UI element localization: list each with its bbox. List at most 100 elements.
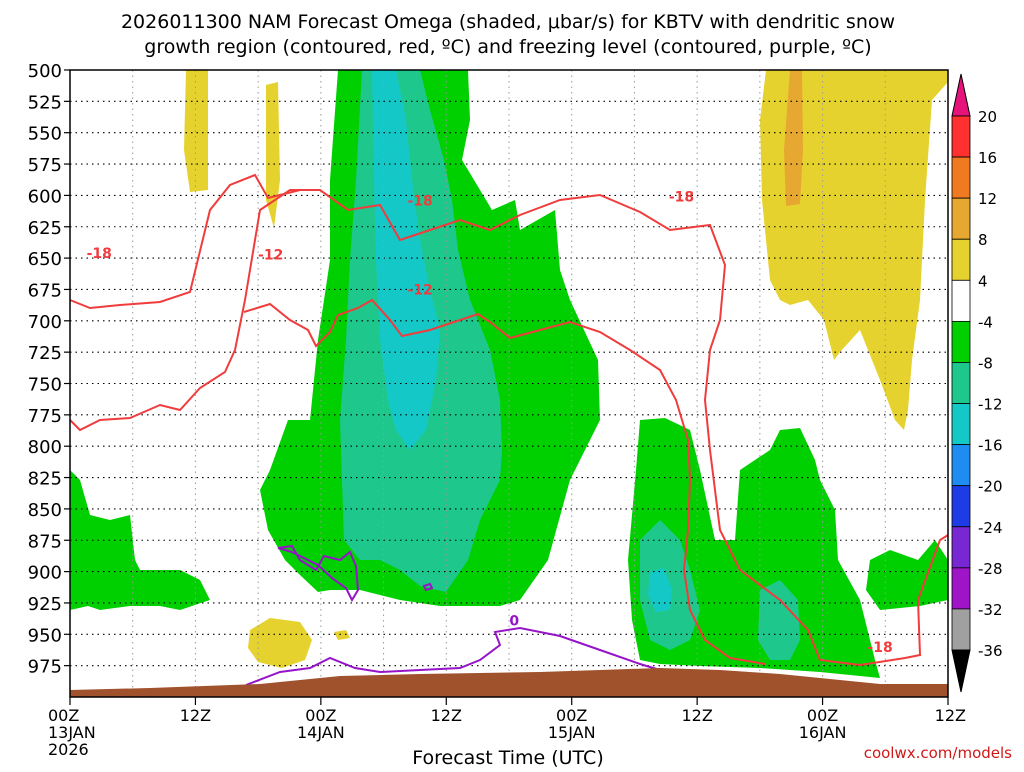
y-tick-label-4: 600 bbox=[28, 186, 62, 207]
contour-label-1: -18 bbox=[408, 193, 433, 209]
contour-label-6: 0 bbox=[509, 614, 519, 630]
upward-motion-cyan-1 bbox=[372, 70, 440, 450]
colorbar-label-8: -16 bbox=[978, 437, 1003, 455]
y-tick-label-0: 500 bbox=[28, 61, 62, 82]
y-tick-label-15: 875 bbox=[28, 531, 62, 552]
y-tick-label-8: 700 bbox=[28, 312, 62, 333]
colorbar-swatch-11 bbox=[951, 567, 971, 610]
contour-minus-12 bbox=[243, 298, 766, 665]
colorbar: 20 16 12 8 4 -4 -8 -12 -16 -20 -24 -28 -32 -36 bbox=[951, 73, 1003, 693]
y-tick-label-10: 750 bbox=[28, 375, 62, 396]
x-tick-year-0: 2026 bbox=[48, 740, 89, 759]
sinking-motion-yellow-2 bbox=[266, 82, 280, 228]
y-tick-label-5: 625 bbox=[28, 218, 62, 239]
colorbar-swatch-9 bbox=[951, 485, 971, 528]
x-tick-day-6: 16JAN bbox=[799, 723, 847, 742]
grid bbox=[70, 70, 948, 697]
y-tick-label-17: 925 bbox=[28, 594, 62, 615]
sinking-motion-yellow-1 bbox=[184, 70, 208, 192]
colorbar-swatch-5 bbox=[951, 320, 971, 363]
upward-motion-green-2 bbox=[70, 470, 210, 610]
y-tick-label-12: 800 bbox=[28, 437, 62, 458]
y-tick-label-3: 575 bbox=[28, 155, 62, 176]
y-tick-label-1: 525 bbox=[28, 92, 62, 113]
contour-label-0: -18 bbox=[87, 246, 112, 262]
colorbar-label-10: -24 bbox=[978, 519, 1003, 537]
contour-label-5: -12 bbox=[408, 282, 433, 298]
x-tick-label-6: 00Z bbox=[807, 706, 838, 725]
colorbar-label-5: -4 bbox=[978, 313, 993, 331]
y-tick-label-13: 825 bbox=[28, 469, 62, 490]
y-tick-label-18: 950 bbox=[28, 625, 62, 646]
colorbar-label-11: -28 bbox=[978, 560, 1003, 578]
upward-motion-teal-3 bbox=[758, 580, 800, 660]
freezing-level-loop bbox=[277, 544, 360, 603]
x-tick-label-1: 12Z bbox=[180, 706, 211, 725]
x-tick-day-0: 13JAN bbox=[48, 723, 96, 742]
colorbar-label-7: -12 bbox=[978, 396, 1003, 414]
colorbar-label-9: -20 bbox=[978, 478, 1003, 496]
colorbar-label-12: -32 bbox=[978, 601, 1003, 619]
y-tick-label-6: 650 bbox=[28, 249, 62, 270]
colorbar-swatch-7 bbox=[951, 403, 971, 446]
y-tick-label-7: 675 bbox=[28, 280, 62, 301]
x-tick-day-4: 15JAN bbox=[548, 723, 596, 742]
y-tick-label-9: 725 bbox=[28, 343, 62, 364]
x-tick-label-7: 12Z bbox=[935, 706, 966, 725]
colorbar-label-2: 12 bbox=[978, 190, 997, 208]
colorbar-label-1: 16 bbox=[978, 149, 997, 167]
freezing-level-contour bbox=[245, 626, 661, 686]
colorbar-label-13: -36 bbox=[978, 642, 1003, 660]
y-tick-label-14: 850 bbox=[28, 500, 62, 521]
colorbar-bottom-arrow bbox=[951, 649, 971, 693]
chart-title-line2: growth region (contoured, red, ºC) and f… bbox=[144, 36, 871, 58]
chart-title-line1: 2026011300 NAM Forecast Omega (shaded, μ… bbox=[121, 11, 895, 33]
colorbar-label-0: 20 bbox=[978, 108, 997, 126]
contour-label-3: -18 bbox=[867, 640, 892, 656]
colorbar-swatch-8 bbox=[951, 444, 971, 487]
colorbar-swatch-3 bbox=[951, 238, 971, 281]
freezing-contours bbox=[245, 544, 661, 686]
x-tick-label-5: 12Z bbox=[681, 706, 712, 725]
colorbar-swatch-10 bbox=[951, 526, 971, 569]
plot-area: -18 -18 -18 -18 -12 -12 0 bbox=[69, 69, 949, 698]
colorbar-swatch-6 bbox=[951, 362, 971, 404]
y-tick-label-11: 775 bbox=[28, 406, 62, 427]
upward-motion-cyan-2 bbox=[648, 568, 672, 612]
y-tick-label-19: 975 bbox=[28, 657, 62, 678]
contour-label-4: -12 bbox=[258, 247, 283, 263]
colorbar-label-4: 4 bbox=[978, 272, 988, 290]
x-tick-label-4: 00Z bbox=[556, 706, 587, 725]
contour-minus-18-west bbox=[69, 173, 301, 310]
colorbar-swatch-0 bbox=[951, 115, 971, 158]
upward-motion-green-4 bbox=[866, 540, 948, 610]
x-tick-label-0: 00Z bbox=[48, 706, 79, 725]
y-tick-label-16: 900 bbox=[28, 563, 62, 584]
x-tick-label-2: 00Z bbox=[305, 706, 336, 725]
colorbar-swatch-2 bbox=[951, 197, 971, 240]
x-tick-day-2: 14JAN bbox=[297, 723, 345, 742]
contour-labels: -18 -18 -18 -18 -12 -12 0 bbox=[87, 190, 893, 656]
y-axis: 500 525 550 575 600 625 650 675 700 725 750 775 800 8… bbox=[28, 61, 70, 678]
contour-minus-18 bbox=[69, 189, 949, 667]
credit-link[interactable]: coolwx.com/models bbox=[864, 744, 1012, 762]
colorbar-label-3: 8 bbox=[978, 231, 988, 249]
x-tick-label-3: 12Z bbox=[431, 706, 462, 725]
sinking-motion-yellow-3 bbox=[760, 70, 948, 430]
x-axis-label: Forecast Time (UTC) bbox=[412, 747, 603, 768]
colorbar-swatch-1 bbox=[951, 156, 971, 199]
sinking-motion-yellow-5 bbox=[334, 630, 350, 640]
terrain bbox=[70, 668, 948, 697]
contour-label-2: -18 bbox=[669, 190, 694, 206]
dgz-contours bbox=[69, 173, 949, 667]
y-tick-label-2: 550 bbox=[28, 124, 62, 145]
colorbar-swatch-4 bbox=[951, 279, 971, 322]
omega-shading bbox=[70, 70, 948, 678]
colorbar-top-arrow bbox=[951, 73, 971, 117]
colorbar-swatch-12 bbox=[951, 608, 971, 651]
sinking-motion-yellow-4 bbox=[248, 618, 312, 668]
colorbar-label-6: -8 bbox=[978, 354, 993, 372]
freezing-level-small-loop bbox=[422, 582, 434, 592]
